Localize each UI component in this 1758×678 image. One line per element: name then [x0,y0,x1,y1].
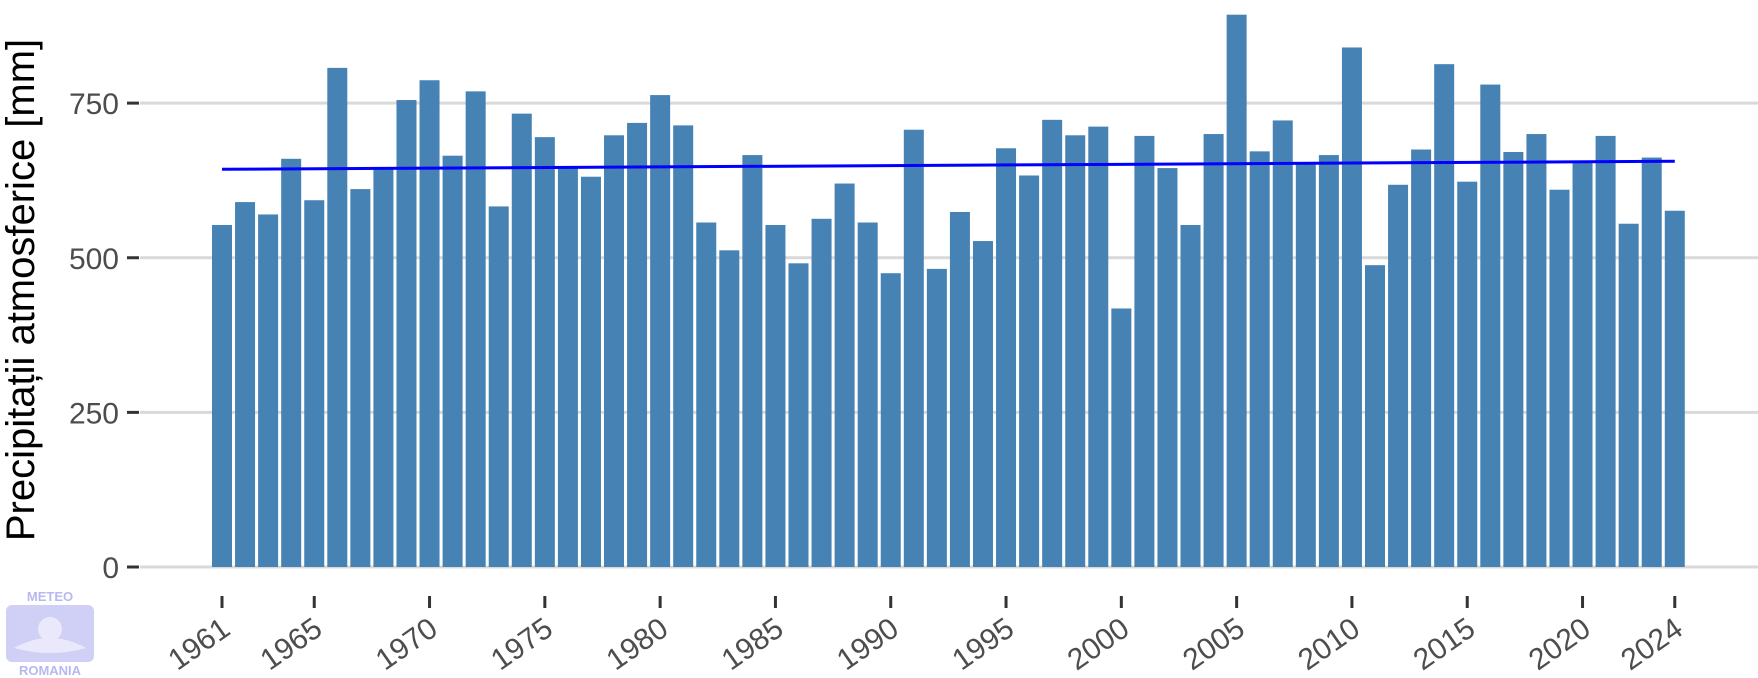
bar-1988 [834,183,855,567]
bar-2014 [1434,64,1455,568]
bar-1973 [488,206,509,568]
bar-1976 [557,166,578,567]
bar-1966 [327,67,348,568]
bar-1987 [811,218,832,568]
bar-1989 [857,222,878,568]
logo-text-top: METEO [27,589,73,604]
x-axis: 1961 1965 1970 1975 1980 1985 1990 1995 2000 2005… [162,596,1689,677]
meteo-romania-logo: METEO ROMANIA [6,589,94,678]
bar-2001 [1134,135,1155,567]
bar-1964 [281,158,302,568]
xtick-label-1980: 1980 [601,612,675,677]
bar-1983 [719,250,740,567]
bar-1961 [212,224,232,568]
bar-1968 [373,168,394,567]
bar-2013 [1411,149,1432,567]
xtick-label-2005: 2005 [1177,612,1251,677]
bar-2020 [1572,161,1593,567]
bar-2018 [1526,134,1547,568]
bar-1984 [742,155,763,568]
y-axis: 0 250 500 750 [69,88,139,585]
ytick-label-0: 0 [102,552,119,585]
bar-1979 [627,122,648,568]
bar-1972 [465,91,486,567]
bar-1985 [765,224,786,568]
xtick-label-1990: 1990 [831,612,905,677]
bar-2008 [1295,163,1316,567]
bar-1969 [396,100,417,567]
bar-2002 [1157,168,1178,567]
bar-1991 [903,129,924,567]
trend-line-group [221,159,1675,171]
logo-cloud-icon [14,638,86,653]
xtick-label-1965: 1965 [255,612,329,677]
ytick-label-250: 250 [69,397,119,430]
bar-2016 [1480,84,1501,567]
xtick-label-1975: 1975 [485,612,559,677]
bar-2006 [1249,151,1270,568]
y-axis-label: Precipitații atmosferice [mm] [0,39,43,541]
bar-1999 [1088,126,1109,568]
bar-1982 [696,222,717,568]
bar-1994 [972,241,993,567]
bar-2024 [1664,210,1685,567]
logo-sun-icon [38,617,62,641]
bar-1965 [304,200,325,568]
bar-2004 [1203,134,1224,568]
bar-1981 [673,125,694,568]
bar-2015 [1457,181,1478,567]
bar-1971 [442,155,463,567]
xtick-label-1970: 1970 [370,612,444,677]
bar-2023 [1641,157,1662,568]
bar-1990 [880,273,901,567]
xtick-label-2024: 2024 [1615,612,1689,677]
bar-2005 [1226,14,1247,567]
bar-1986 [788,263,809,567]
bar-1963 [258,214,279,567]
xtick-label-1985: 1985 [716,612,790,677]
bar-1993 [949,211,970,567]
bar-1980 [650,95,671,567]
bar-2011 [1365,265,1385,567]
bar-2021 [1595,135,1616,567]
ytick-label-750: 750 [69,88,119,121]
bar-2007 [1272,120,1293,568]
bar-1970 [419,80,440,567]
bar-1967 [350,189,371,567]
xtick-label-2015: 2015 [1408,612,1482,677]
bar-2003 [1180,224,1201,568]
xtick-label-2000: 2000 [1062,612,1136,677]
bar-1974 [511,113,532,568]
bars [212,14,1685,568]
xtick-label-2020: 2020 [1523,612,1597,677]
bar-2010 [1341,47,1362,567]
bar-2017 [1503,151,1524,567]
bar-1996 [1019,175,1040,567]
logo-text-bottom: ROMANIA [19,663,82,678]
bar-2012 [1388,184,1409,567]
bar-1978 [604,135,625,568]
bar-2022 [1618,223,1639,568]
bar-1977 [580,176,601,567]
bar-1975 [534,137,555,567]
bar-1992 [926,268,947,567]
bar-1998 [1065,135,1086,568]
ytick-label-500: 500 [69,243,119,276]
bar-2009 [1318,155,1339,568]
bar-2000 [1111,308,1132,567]
bar-1962 [235,202,256,567]
xtick-label-1995: 1995 [946,612,1020,677]
trend-line [221,159,1675,171]
bar-2019 [1549,189,1570,567]
xtick-label-2010: 2010 [1292,612,1366,677]
bar-1997 [1042,119,1063,568]
bar-1995 [996,148,1017,567]
xtick-label-1961: 1961 [162,612,236,677]
